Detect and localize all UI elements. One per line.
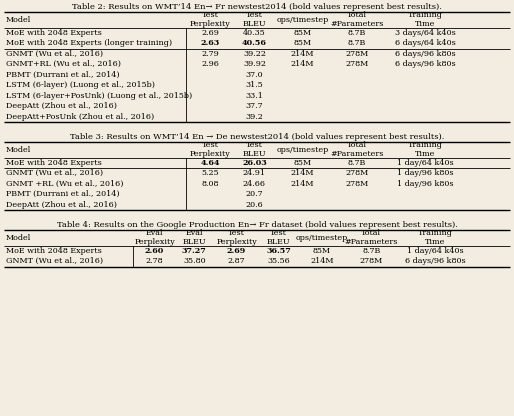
Text: 214M: 214M bbox=[291, 169, 314, 177]
Text: 278M: 278M bbox=[360, 257, 383, 265]
Text: 20.6: 20.6 bbox=[246, 201, 263, 209]
Text: 39.2: 39.2 bbox=[246, 113, 263, 121]
Text: PBMT (Durrani et al., 2014): PBMT (Durrani et al., 2014) bbox=[6, 71, 120, 79]
Text: 6 days/96 k80s: 6 days/96 k80s bbox=[405, 257, 466, 265]
Text: 278M: 278M bbox=[345, 180, 369, 188]
Text: Table 2: Results on WMT’14 En→ Fr newstest2014 (bold values represent best resul: Table 2: Results on WMT’14 En→ Fr newste… bbox=[72, 3, 442, 11]
Text: 8.7B: 8.7B bbox=[362, 247, 380, 255]
Text: 5.25: 5.25 bbox=[201, 169, 219, 177]
Text: Test
Perplexity: Test Perplexity bbox=[190, 141, 231, 158]
Text: GNMT +RL (Wu et al., 2016): GNMT +RL (Wu et al., 2016) bbox=[6, 180, 123, 188]
Text: Model: Model bbox=[6, 233, 31, 242]
Text: Test
BLEU: Test BLEU bbox=[267, 229, 290, 246]
Text: 24.66: 24.66 bbox=[243, 180, 266, 188]
Text: 37.0: 37.0 bbox=[246, 71, 263, 79]
Text: Total
#Parameters: Total #Parameters bbox=[345, 229, 398, 246]
Text: MoE with 2048 Experts: MoE with 2048 Experts bbox=[6, 247, 102, 255]
Text: 39.92: 39.92 bbox=[243, 60, 266, 68]
Text: Test
BLEU: Test BLEU bbox=[243, 141, 266, 158]
Text: 2.78: 2.78 bbox=[146, 257, 163, 265]
Text: 37.7: 37.7 bbox=[246, 102, 263, 110]
Text: ops/timestep: ops/timestep bbox=[296, 233, 348, 242]
Text: 2.60: 2.60 bbox=[145, 247, 164, 255]
Text: 40.35: 40.35 bbox=[243, 29, 266, 37]
Text: 6 days/96 k80s: 6 days/96 k80s bbox=[395, 60, 455, 68]
Text: PBMT (Durrani et al., 2014): PBMT (Durrani et al., 2014) bbox=[6, 190, 120, 198]
Text: LSTM (6-layer) (Luong et al., 2015b): LSTM (6-layer) (Luong et al., 2015b) bbox=[6, 81, 155, 89]
Text: GNMT (Wu et al., 2016): GNMT (Wu et al., 2016) bbox=[6, 50, 103, 58]
Text: 278M: 278M bbox=[345, 169, 369, 177]
Text: 8.7B: 8.7B bbox=[348, 39, 366, 47]
Text: 40.56: 40.56 bbox=[242, 39, 267, 47]
Text: 214M: 214M bbox=[291, 50, 314, 58]
Text: 31.5: 31.5 bbox=[246, 81, 263, 89]
Text: 2.87: 2.87 bbox=[228, 257, 245, 265]
Text: 1 day/96 k80s: 1 day/96 k80s bbox=[397, 169, 453, 177]
Text: DeepAtt+PosUnk (Zhou et al., 2016): DeepAtt+PosUnk (Zhou et al., 2016) bbox=[6, 113, 154, 121]
Text: Test
BLEU: Test BLEU bbox=[243, 11, 266, 28]
Text: 3 days/64 k40s: 3 days/64 k40s bbox=[395, 29, 455, 37]
Text: Eval
BLEU: Eval BLEU bbox=[182, 229, 206, 246]
Text: 85M: 85M bbox=[293, 159, 311, 167]
Text: 6 days/64 k40s: 6 days/64 k40s bbox=[395, 39, 455, 47]
Text: Total
#Parameters: Total #Parameters bbox=[331, 141, 383, 158]
Text: Test
Perplexity: Test Perplexity bbox=[190, 11, 231, 28]
Text: 1 day/64 k40s: 1 day/64 k40s bbox=[407, 247, 464, 255]
Text: Training
Time: Training Time bbox=[418, 229, 453, 246]
Text: 214M: 214M bbox=[310, 257, 334, 265]
Text: 36.57: 36.57 bbox=[266, 247, 291, 255]
Text: 4.64: 4.64 bbox=[200, 159, 220, 167]
Text: Total
#Parameters: Total #Parameters bbox=[331, 11, 383, 28]
Text: 8.08: 8.08 bbox=[201, 180, 219, 188]
Text: Model: Model bbox=[6, 146, 31, 154]
Text: 278M: 278M bbox=[345, 60, 369, 68]
Text: 2.63: 2.63 bbox=[200, 39, 220, 47]
Text: ops/timestep: ops/timestep bbox=[277, 15, 328, 23]
Text: 214M: 214M bbox=[291, 60, 314, 68]
Text: 85M: 85M bbox=[313, 247, 331, 255]
Text: MoE with 2048 Experts: MoE with 2048 Experts bbox=[6, 159, 102, 167]
Text: 214M: 214M bbox=[291, 180, 314, 188]
Text: Model: Model bbox=[6, 15, 31, 23]
Text: 8.7B: 8.7B bbox=[348, 29, 366, 37]
Text: 2.69: 2.69 bbox=[227, 247, 246, 255]
Text: GNMT (Wu et al., 2016): GNMT (Wu et al., 2016) bbox=[6, 257, 103, 265]
Text: Training
Time: Training Time bbox=[408, 11, 443, 28]
Text: 6 days/96 k80s: 6 days/96 k80s bbox=[395, 50, 455, 58]
Text: 2.69: 2.69 bbox=[201, 29, 219, 37]
Text: 20.7: 20.7 bbox=[246, 190, 263, 198]
Text: Table 4: Results on the Google Production En→ Fr dataset (bold values represent : Table 4: Results on the Google Productio… bbox=[57, 221, 457, 229]
Text: 1 day/64 k40s: 1 day/64 k40s bbox=[397, 159, 453, 167]
Text: 8.7B: 8.7B bbox=[348, 159, 366, 167]
Text: 2.79: 2.79 bbox=[201, 50, 219, 58]
Text: 33.1: 33.1 bbox=[246, 92, 263, 100]
Text: LSTM (6-layer+PosUnk) (Luong et al., 2015b): LSTM (6-layer+PosUnk) (Luong et al., 201… bbox=[6, 92, 192, 100]
Text: Table 3: Results on WMT’14 En → De newstest2014 (bold values represent best resu: Table 3: Results on WMT’14 En → De newst… bbox=[70, 133, 444, 141]
Text: 278M: 278M bbox=[345, 50, 369, 58]
Text: 85M: 85M bbox=[293, 39, 311, 47]
Text: GNMT+RL (Wu et al., 2016): GNMT+RL (Wu et al., 2016) bbox=[6, 60, 121, 68]
Text: Test
Perplexity: Test Perplexity bbox=[216, 229, 257, 246]
Text: 2.96: 2.96 bbox=[201, 60, 219, 68]
Text: DeepAtt (Zhou et al., 2016): DeepAtt (Zhou et al., 2016) bbox=[6, 201, 117, 209]
Text: MoE with 2048 Experts (longer training): MoE with 2048 Experts (longer training) bbox=[6, 39, 172, 47]
Text: 26.03: 26.03 bbox=[242, 159, 267, 167]
Text: MoE with 2048 Experts: MoE with 2048 Experts bbox=[6, 29, 102, 37]
Text: 37.27: 37.27 bbox=[182, 247, 207, 255]
Text: 39.22: 39.22 bbox=[243, 50, 266, 58]
Text: 1 day/96 k80s: 1 day/96 k80s bbox=[397, 180, 453, 188]
Text: Eval
Perplexity: Eval Perplexity bbox=[134, 229, 175, 246]
Text: Training
Time: Training Time bbox=[408, 141, 443, 158]
Text: DeepAtt (Zhou et al., 2016): DeepAtt (Zhou et al., 2016) bbox=[6, 102, 117, 110]
Text: 24.91: 24.91 bbox=[243, 169, 266, 177]
Text: ops/timestep: ops/timestep bbox=[277, 146, 328, 154]
Text: 35.56: 35.56 bbox=[267, 257, 290, 265]
Text: 85M: 85M bbox=[293, 29, 311, 37]
Text: 35.80: 35.80 bbox=[183, 257, 206, 265]
Text: GNMT (Wu et al., 2016): GNMT (Wu et al., 2016) bbox=[6, 169, 103, 177]
